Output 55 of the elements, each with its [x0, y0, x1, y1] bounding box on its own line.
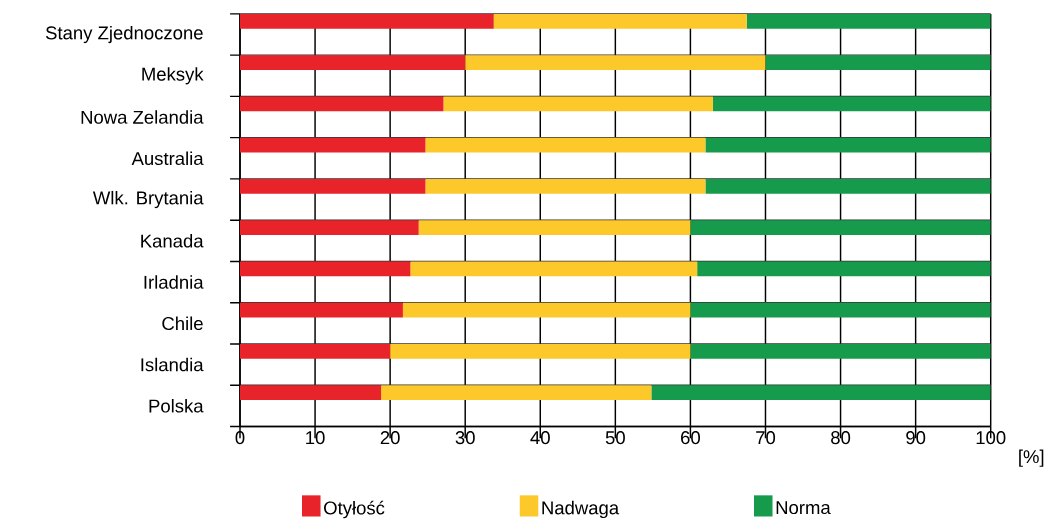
bar [493, 14, 747, 29]
y-tick-label: Polska [149, 399, 204, 413]
bar [402, 302, 691, 318]
legend-label: Otyłość [324, 500, 385, 519]
x-tick-label: 40 [530, 431, 550, 445]
x-tick-label: 90 [906, 431, 926, 445]
bar [705, 179, 991, 194]
bar [381, 385, 652, 401]
bar [425, 179, 706, 194]
bar [239, 14, 494, 29]
bar [465, 55, 766, 71]
bar [239, 261, 411, 277]
y-tick-label: Wlk. Brytania [92, 191, 204, 209]
bar [712, 96, 991, 112]
bar [239, 55, 466, 71]
bar [690, 220, 991, 236]
bar [651, 385, 991, 401]
y-tick-label: Kanada [141, 234, 204, 248]
bar [239, 179, 426, 194]
bar [239, 220, 419, 236]
y-tick-label: Meksyk [142, 67, 204, 85]
legend-label: Nadwaga [542, 501, 620, 519]
x-tick-label: 70 [756, 431, 776, 445]
bar [239, 96, 444, 112]
bar [425, 137, 706, 153]
bar [705, 137, 991, 153]
y-tick-label: Australia [131, 151, 204, 166]
bar [443, 96, 713, 112]
bar [418, 220, 691, 236]
x-tick-label: 80 [831, 431, 851, 445]
bar [239, 344, 391, 359]
x-tick-label: 20 [380, 431, 400, 445]
y-tick-label: Irladnia [144, 275, 204, 290]
bar [765, 55, 991, 71]
x-axis-title: [%] [1019, 449, 1044, 468]
bar [690, 344, 991, 359]
bar [239, 137, 426, 153]
bar [746, 14, 991, 29]
x-tick-label: 50 [605, 431, 625, 445]
legend-label: Norma [776, 501, 831, 515]
bar [690, 302, 991, 318]
y-tick-label: Islandia [141, 357, 204, 372]
bar [410, 261, 698, 277]
y-tick-label: Chile [162, 316, 203, 331]
x-tick-label: 100 [976, 431, 1006, 445]
x-tick-label: 30 [455, 431, 475, 445]
x-tick-label: 10 [306, 431, 325, 445]
bar [239, 385, 382, 401]
bar [390, 344, 691, 359]
x-tick-label: 0 [235, 431, 245, 445]
bar [239, 302, 403, 318]
x-tick-label: 60 [681, 431, 700, 445]
y-tick-label: Nowa Zelandia [81, 110, 204, 124]
bar [697, 261, 991, 277]
y-tick-label: Stany Zjednoczone [45, 26, 203, 44]
